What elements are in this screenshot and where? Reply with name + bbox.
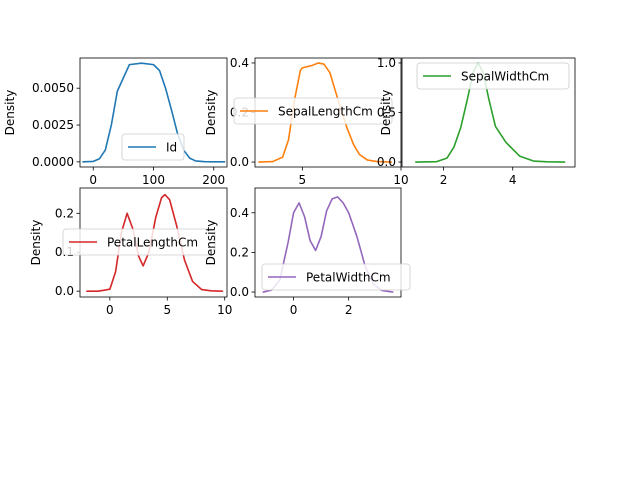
y-tick-label: 0.4 xyxy=(230,56,249,70)
y-tick-label: 0.0 xyxy=(230,285,249,299)
legend-box xyxy=(416,62,570,90)
legend-label: Id xyxy=(166,141,177,155)
y-axis-label: Density xyxy=(204,220,218,266)
x-tick-label: 2 xyxy=(345,303,353,317)
legend-label: PetalLengthCm xyxy=(107,236,198,250)
legend: Id xyxy=(121,133,185,161)
x-tick-label: 4 xyxy=(509,173,517,187)
legend: SepalWidthCm xyxy=(416,62,570,90)
y-axis-label: Density xyxy=(3,90,17,136)
x-tick-label: 10 xyxy=(393,173,408,187)
y-tick-label: 0.0 xyxy=(55,284,74,298)
legend: SepalLengthCm xyxy=(233,97,393,125)
y-tick-label: 0.0000 xyxy=(32,155,74,169)
axes-frame xyxy=(254,187,402,298)
y-tick-label: 1.0 xyxy=(377,56,396,70)
subplot-1: 0 100 200 0.0000 0.0025 0.0050 Density Id xyxy=(3,57,228,187)
x-tick-label: 0 xyxy=(290,303,298,317)
y-tick-label: 0.5 xyxy=(377,106,396,120)
legend-box xyxy=(62,228,216,256)
x-tick-label: 2 xyxy=(440,173,448,187)
x-tick-label: 200 xyxy=(202,173,225,187)
legend-label: PetalWidthCm xyxy=(306,271,391,285)
y-tick-label: 0.2 xyxy=(55,206,74,220)
y-tick-label: 0.2 xyxy=(230,245,249,259)
series-line-1 xyxy=(262,196,394,293)
y-tick-label: 0.4 xyxy=(230,206,249,220)
x-tick-label: 5 xyxy=(163,303,171,317)
y-tick-label: 0.0 xyxy=(377,155,396,169)
legend: PetalLengthCm xyxy=(62,228,216,256)
legend-box xyxy=(261,263,411,291)
x-tick-label: 5 xyxy=(299,173,307,187)
x-tick-label: 0 xyxy=(89,173,97,187)
legend-box xyxy=(233,97,393,125)
y-tick-label: 0.0050 xyxy=(32,81,74,95)
x-tick-label: 10 xyxy=(217,303,232,317)
y-axis-label: Density xyxy=(379,90,393,136)
y-axis-label: Density xyxy=(204,90,218,136)
legend: PetalWidthCm xyxy=(261,263,411,291)
series-line-1 xyxy=(82,62,226,163)
subplot-3: 2 4 0.0 0.5 1.0 Density SepalWidthCm xyxy=(377,56,576,187)
y-tick-label: 0.0025 xyxy=(32,118,74,132)
subplot-5: 0 2 0.0 0.2 0.4 Density PetalWidthCm xyxy=(204,187,411,317)
y-tick-label: 0.0 xyxy=(230,155,249,169)
x-tick-label: 100 xyxy=(142,173,165,187)
legend-label: SepalWidthCm xyxy=(461,70,549,84)
legend-label: SepalLengthCm xyxy=(278,105,373,119)
series-line-1 xyxy=(258,62,392,163)
x-tick-label: 0 xyxy=(106,303,114,317)
y-axis-label: Density xyxy=(29,220,43,266)
